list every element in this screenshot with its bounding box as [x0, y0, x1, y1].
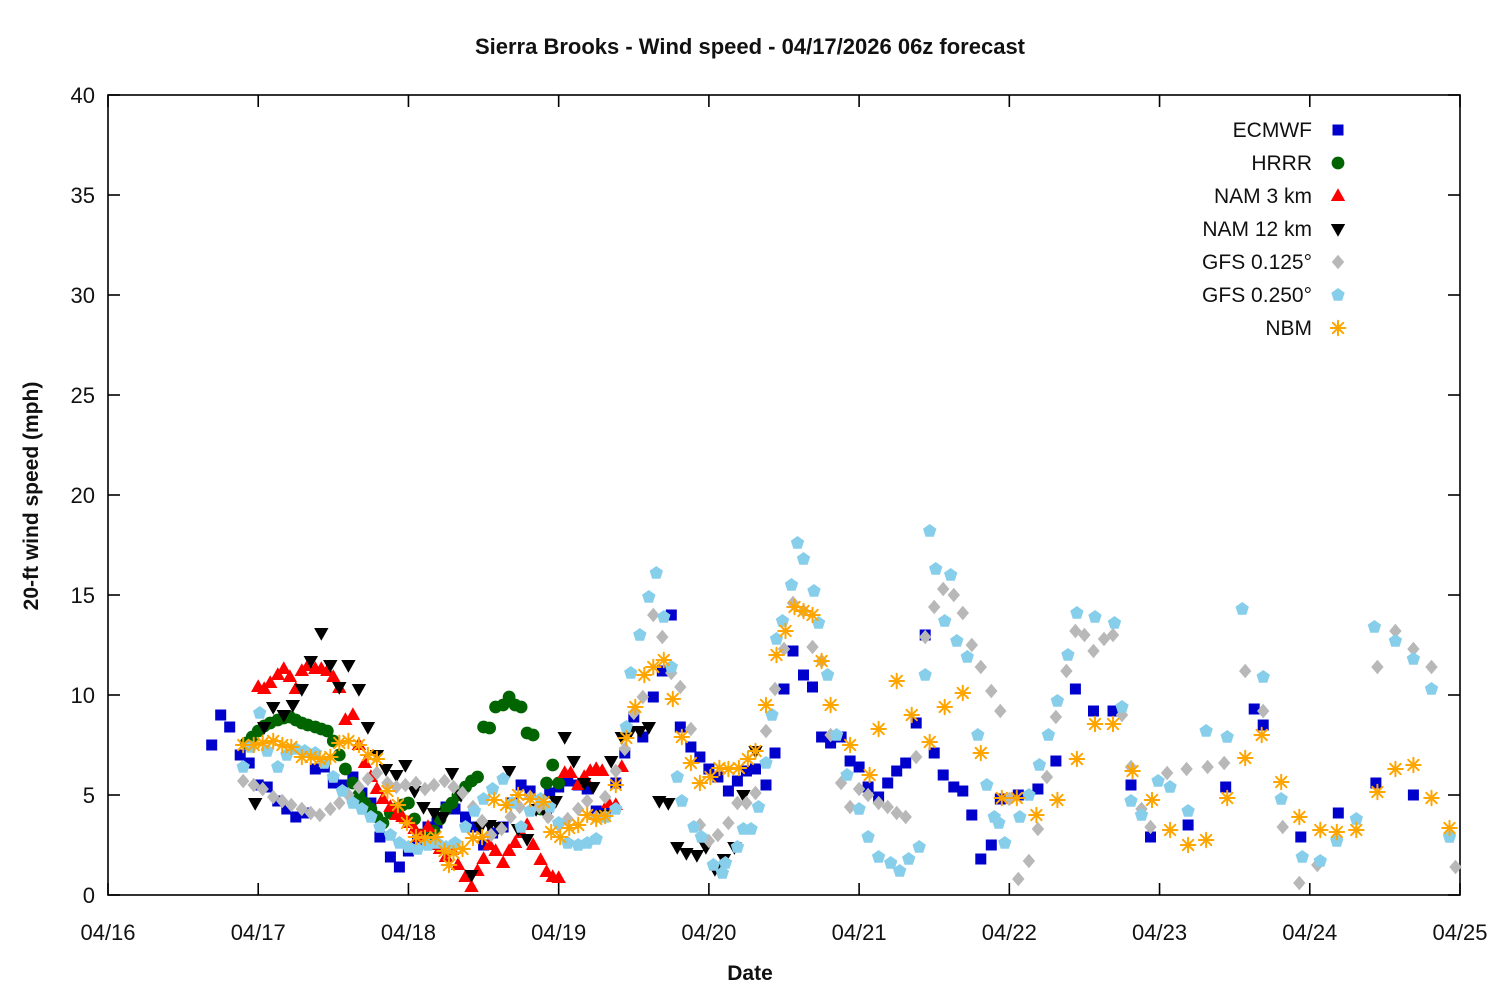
chart-title: Sierra Brooks - Wind speed - 04/17/2026 … [474, 34, 1026, 59]
svg-text:HRRR: HRRR [1251, 152, 1312, 175]
x-axis-tick-labels: 04/16 04/17 04/18 04/19 04/20 04/21 04/22 04/23… [80, 920, 1487, 945]
x-axis-ticks [107, 95, 1461, 895]
svg-text:NAM 12 km: NAM 12 km [1202, 218, 1312, 241]
y-axis-tick-labels: 0 5 10 15 20 25 30 35 40 [71, 83, 95, 908]
svg-text:04/25: 04/25 [1432, 920, 1487, 945]
svg-text:04/19: 04/19 [531, 920, 586, 945]
svg-text:25: 25 [71, 383, 95, 408]
legend-item-nbm: NBM [1265, 317, 1347, 340]
svg-text:20: 20 [71, 483, 95, 508]
svg-text:10: 10 [71, 683, 95, 708]
legend-item-gfs-0-250: GFS 0.250° [1202, 284, 1345, 307]
svg-text:GFS 0.125°: GFS 0.125° [1202, 251, 1312, 274]
series-gfs-0-250 [236, 524, 1457, 879]
svg-text:04/24: 04/24 [1282, 920, 1337, 945]
svg-text:04/18: 04/18 [381, 920, 436, 945]
svg-text:40: 40 [71, 83, 95, 108]
svg-text:04/23: 04/23 [1132, 920, 1187, 945]
svg-text:04/21: 04/21 [832, 920, 887, 945]
svg-text:04/17: 04/17 [231, 920, 286, 945]
svg-text:NBM: NBM [1265, 317, 1312, 340]
series-gfs-0-125 [237, 581, 1462, 891]
legend: ECMWF HRRR NAM 3 km NAM 12 km GFS 0.125° GFS … [1202, 119, 1347, 340]
legend-item-hrrr: HRRR [1251, 152, 1345, 175]
legend-item-gfs-0-125: GFS 0.125° [1202, 251, 1345, 274]
series-nam-12-km [248, 628, 763, 883]
svg-text:5: 5 [83, 783, 95, 808]
svg-text:0: 0 [83, 883, 95, 908]
y-axis-title: 20-ft wind speed (mph) [20, 381, 43, 611]
svg-text:35: 35 [71, 183, 95, 208]
legend-item-nam-12-km: NAM 12 km [1202, 218, 1346, 241]
legend-item-ecmwf: ECMWF [1233, 119, 1344, 142]
legend-item-nam-3-km: NAM 3 km [1214, 185, 1346, 208]
y-axis-ticks [108, 94, 1460, 896]
svg-text:04/16: 04/16 [80, 920, 135, 945]
series-nbm [234, 598, 1458, 874]
series-nam-3-km [251, 658, 629, 892]
svg-text:NAM 3 km: NAM 3 km [1214, 185, 1312, 208]
svg-text:04/20: 04/20 [681, 920, 736, 945]
svg-text:30: 30 [71, 283, 95, 308]
plot-frame [107, 94, 1461, 896]
svg-text:15: 15 [71, 583, 95, 608]
x-axis-title: Date [727, 962, 773, 985]
svg-text:GFS 0.250°: GFS 0.250° [1202, 284, 1312, 307]
svg-text:04/22: 04/22 [982, 920, 1037, 945]
svg-text:ECMWF: ECMWF [1233, 119, 1312, 142]
